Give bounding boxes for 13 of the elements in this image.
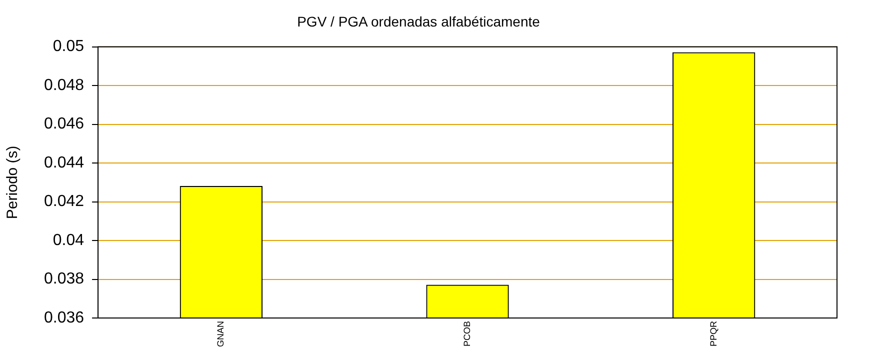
y-tick-label: 0.04 [52, 232, 84, 249]
y-tick-label: 0.036 [44, 309, 84, 326]
chart-title: PGV / PGA ordenadas alfabéticamente [297, 13, 540, 30]
y-tick-label: 0.038 [44, 270, 84, 288]
y-tick-label: 0.044 [44, 154, 84, 172]
x-tick-label: PCOB [462, 321, 472, 347]
y-tick-label: 0.042 [44, 193, 84, 210]
y-axis-title: Periodo (s) [4, 146, 22, 220]
x-tick-label: PPQR [708, 320, 718, 347]
y-tick-label: 0.046 [44, 116, 84, 133]
x-tick-label: GNAN [216, 321, 226, 348]
y-tick-label: 0.048 [44, 76, 84, 94]
y-tick-label: 0.05 [52, 38, 84, 56]
